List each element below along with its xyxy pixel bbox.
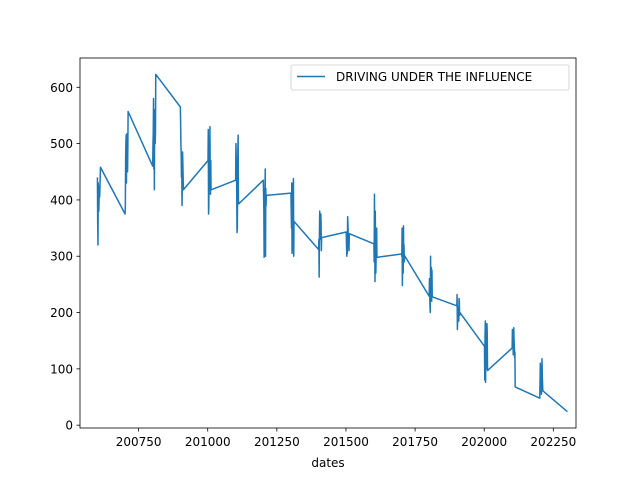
x-tick-label: 201750 bbox=[392, 435, 438, 449]
axes-frame bbox=[79, 57, 577, 429]
x-tick-label: 202000 bbox=[461, 435, 507, 449]
x-axis-label: dates bbox=[311, 456, 344, 470]
y-tick-label: 400 bbox=[50, 193, 73, 207]
plot-layer bbox=[96, 73, 568, 413]
y-tick-label: 200 bbox=[50, 306, 73, 320]
x-tick-label: 201500 bbox=[323, 435, 369, 449]
y-axis-ticks: 0 100 200 300 400 500 600 bbox=[50, 81, 80, 433]
legend-entry-label: DRIVING UNDER THE INFLUENCE bbox=[336, 70, 532, 84]
legend: DRIVING UNDER THE INFLUENCE bbox=[290, 64, 570, 91]
x-tick-label: 202250 bbox=[530, 435, 576, 449]
x-tick-label: 200750 bbox=[116, 435, 162, 449]
y-tick-label: 500 bbox=[50, 137, 73, 151]
y-tick-label: 600 bbox=[50, 81, 73, 95]
x-axis-ticks: 200750 201000 201250 201500 201750 202000 2022… bbox=[116, 428, 576, 449]
y-tick-label: 100 bbox=[50, 362, 73, 376]
x-tick-label: 201000 bbox=[185, 435, 231, 449]
y-tick-label: 0 bbox=[65, 419, 73, 433]
x-tick-label: 201250 bbox=[254, 435, 300, 449]
legend-box bbox=[290, 64, 570, 91]
series-line-0 bbox=[96, 73, 568, 413]
y-tick-label: 300 bbox=[50, 250, 73, 264]
